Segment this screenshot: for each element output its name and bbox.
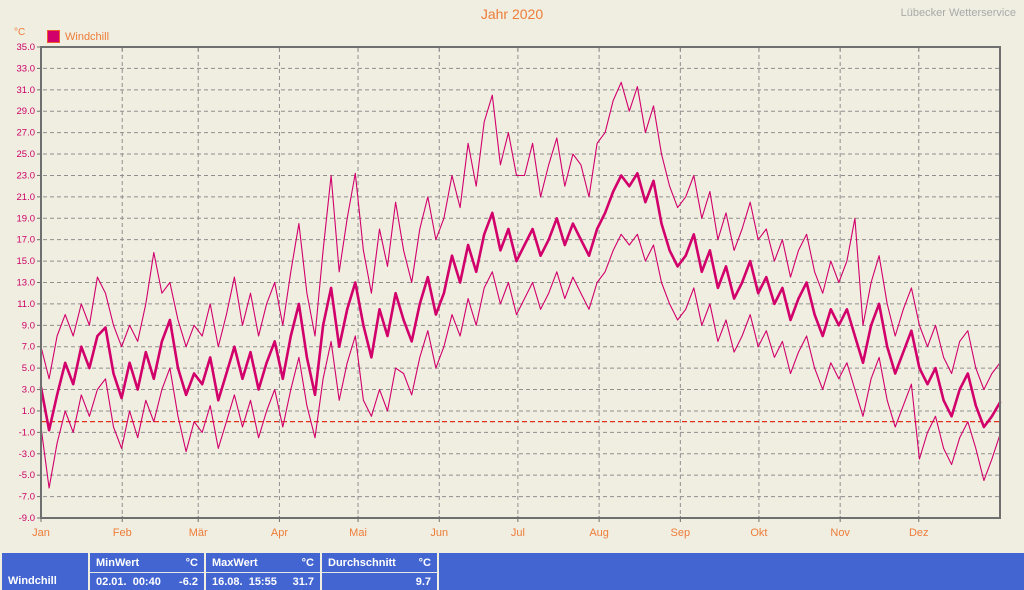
legend: Windchill [47,30,109,43]
max-label: MaxWert [212,556,258,569]
svg-text:13.0: 13.0 [17,278,36,289]
service-name: Lübecker Wetterservice [900,7,1016,19]
summary-empty-cell [439,553,1024,590]
min-value: -6.2 [179,575,198,588]
svg-text:Aug: Aug [589,527,609,539]
svg-text:Sep: Sep [671,527,691,539]
svg-text:35.0: 35.0 [17,42,36,53]
svg-text:23.0: 23.0 [17,170,36,181]
max-unit: °C [301,556,314,569]
svg-text:-7.0: -7.0 [19,492,35,503]
series-windchill-daily-mean [39,172,1002,432]
y-axis-unit-label: °C [14,27,26,38]
table-separator [88,553,90,590]
svg-text:5.0: 5.0 [22,363,35,374]
avg-label: Durchschnitt [328,556,396,569]
max-value: 31.7 [292,575,314,588]
summary-table: Windchill MinWert °C 02.01. 00:40 -6.2 M… [2,553,1024,590]
svg-text:3.0: 3.0 [22,385,35,396]
min-label: MinWert [96,556,140,569]
svg-text:Apr: Apr [271,527,288,539]
svg-text:17.0: 17.0 [17,235,36,246]
svg-text:1.0: 1.0 [22,406,35,417]
svg-text:Dez: Dez [909,527,929,539]
svg-text:7.0: 7.0 [22,342,35,353]
summary-series-cell: Windchill [2,553,88,590]
summary-avg-cell: Durchschnitt °C 9.7 [322,553,437,590]
svg-text:33.0: 33.0 [17,63,36,74]
svg-text:29.0: 29.0 [17,106,36,117]
svg-text:Jan: Jan [32,527,50,539]
summary-series-header-spacer [2,553,88,572]
svg-text:-5.0: -5.0 [19,470,35,481]
max-datetime: 16.08. 15:55 [212,575,277,588]
svg-text:Okt: Okt [750,527,767,539]
y-tick-labels: 35.0 33.0 31.0 29.0 27.0 25.0 23.0 21.0 19.0 17.0… [17,42,36,524]
min-unit: °C [185,556,198,569]
svg-text:25.0: 25.0 [17,149,36,160]
svg-text:19.0: 19.0 [17,213,36,224]
table-separator [437,553,439,590]
svg-text:Feb: Feb [113,527,132,539]
legend-label: Windchill [65,30,110,43]
svg-text:Mai: Mai [349,527,367,539]
svg-text:21.0: 21.0 [17,192,36,203]
svg-text:9.0: 9.0 [22,320,35,331]
min-datetime: 02.01. 00:40 [96,575,161,588]
summary-min-cell: MinWert °C 02.01. 00:40 -6.2 [90,553,204,590]
svg-text:31.0: 31.0 [17,85,36,96]
summary-max-cell: MaxWert °C 16.08. 15:55 31.7 [206,553,320,590]
svg-text:15.0: 15.0 [17,256,36,267]
avg-unit: °C [418,556,431,569]
table-separator [320,553,322,590]
svg-text:Mär: Mär [189,527,208,539]
svg-text:-1.0: -1.0 [19,427,35,438]
y-gridlines [43,67,999,498]
svg-text:11.0: 11.0 [17,299,35,310]
svg-text:-3.0: -3.0 [19,449,35,460]
svg-text:Nov: Nov [830,527,850,539]
series-windchill-daily-max [40,81,1001,391]
x-tick-labels: Jan Feb Mär Apr Mai Jun Jul Aug Sep Okt Nov Dez [32,527,928,539]
page-title: Jahr 2020 [480,6,544,22]
table-separator [204,553,206,590]
axis-ticks [37,46,920,522]
summary-series-name: Windchill [8,575,57,587]
svg-text:-9.0: -9.0 [19,513,35,524]
avg-value: 9.7 [415,575,431,588]
series-windchill-daily-min [40,233,1001,489]
windchill-chart: 35.0 33.0 31.0 29.0 27.0 25.0 23.0 21.0 19.0 17.0… [17,42,1002,539]
windchill-series-swatch-icon [47,30,60,43]
month-gridlines [121,48,920,517]
svg-text:27.0: 27.0 [17,128,36,139]
svg-text:Jun: Jun [430,527,448,539]
plot-frame [40,46,1001,519]
svg-text:Jul: Jul [511,527,525,539]
